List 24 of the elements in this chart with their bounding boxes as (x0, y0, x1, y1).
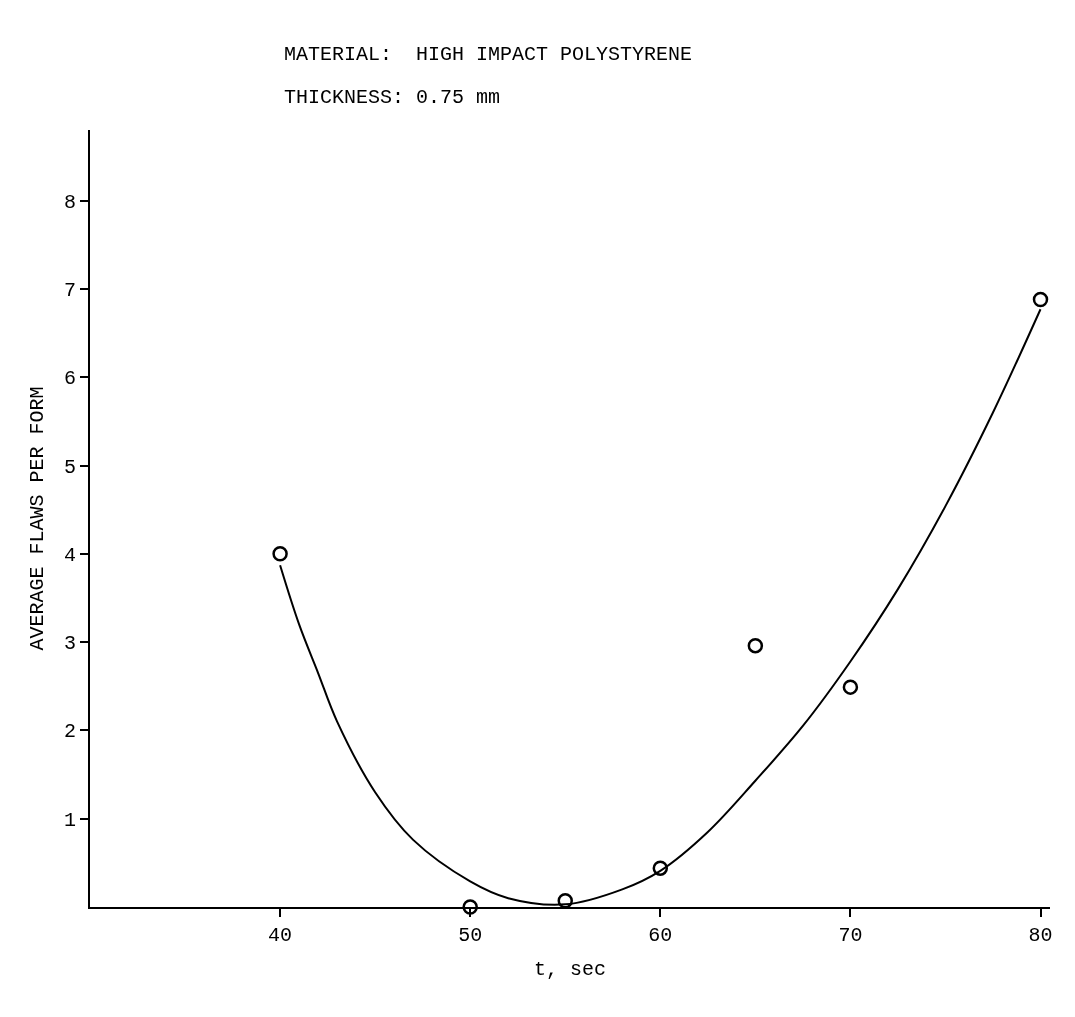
y-tick-label: 7 (63, 278, 76, 302)
y-tick-label: 4 (63, 543, 76, 567)
point (842, 679, 859, 695)
text: THICKNESS: 0.75 mm (284, 86, 501, 109)
y-tick-label: 8 (63, 190, 76, 214)
x-tick-label: 50 (458, 924, 483, 947)
point (747, 637, 764, 654)
point (652, 860, 669, 876)
x-tick-label: 70 (838, 924, 863, 947)
point (272, 546, 288, 562)
y-tick-label: 2 (63, 720, 76, 744)
point (462, 899, 478, 915)
point (1032, 291, 1049, 308)
y-tick-label: 3 (63, 632, 76, 656)
y-axis-title: AVERAGE FLAWS PER FORM (25, 386, 49, 651)
y-tick-label: 1 (63, 808, 76, 832)
x-tick-label: 80 (1028, 924, 1053, 947)
point (557, 893, 573, 909)
text: MATERIAL: HIGH IMPACT POLYSTYRENE (284, 43, 693, 66)
y-tick-label: 5 (63, 455, 76, 479)
x-tick-label: 40 (268, 924, 293, 947)
y-tick-label: 6 (63, 367, 76, 391)
x-tick-label: 60 (648, 924, 673, 947)
x-axis-title: t, sec (533, 958, 607, 981)
